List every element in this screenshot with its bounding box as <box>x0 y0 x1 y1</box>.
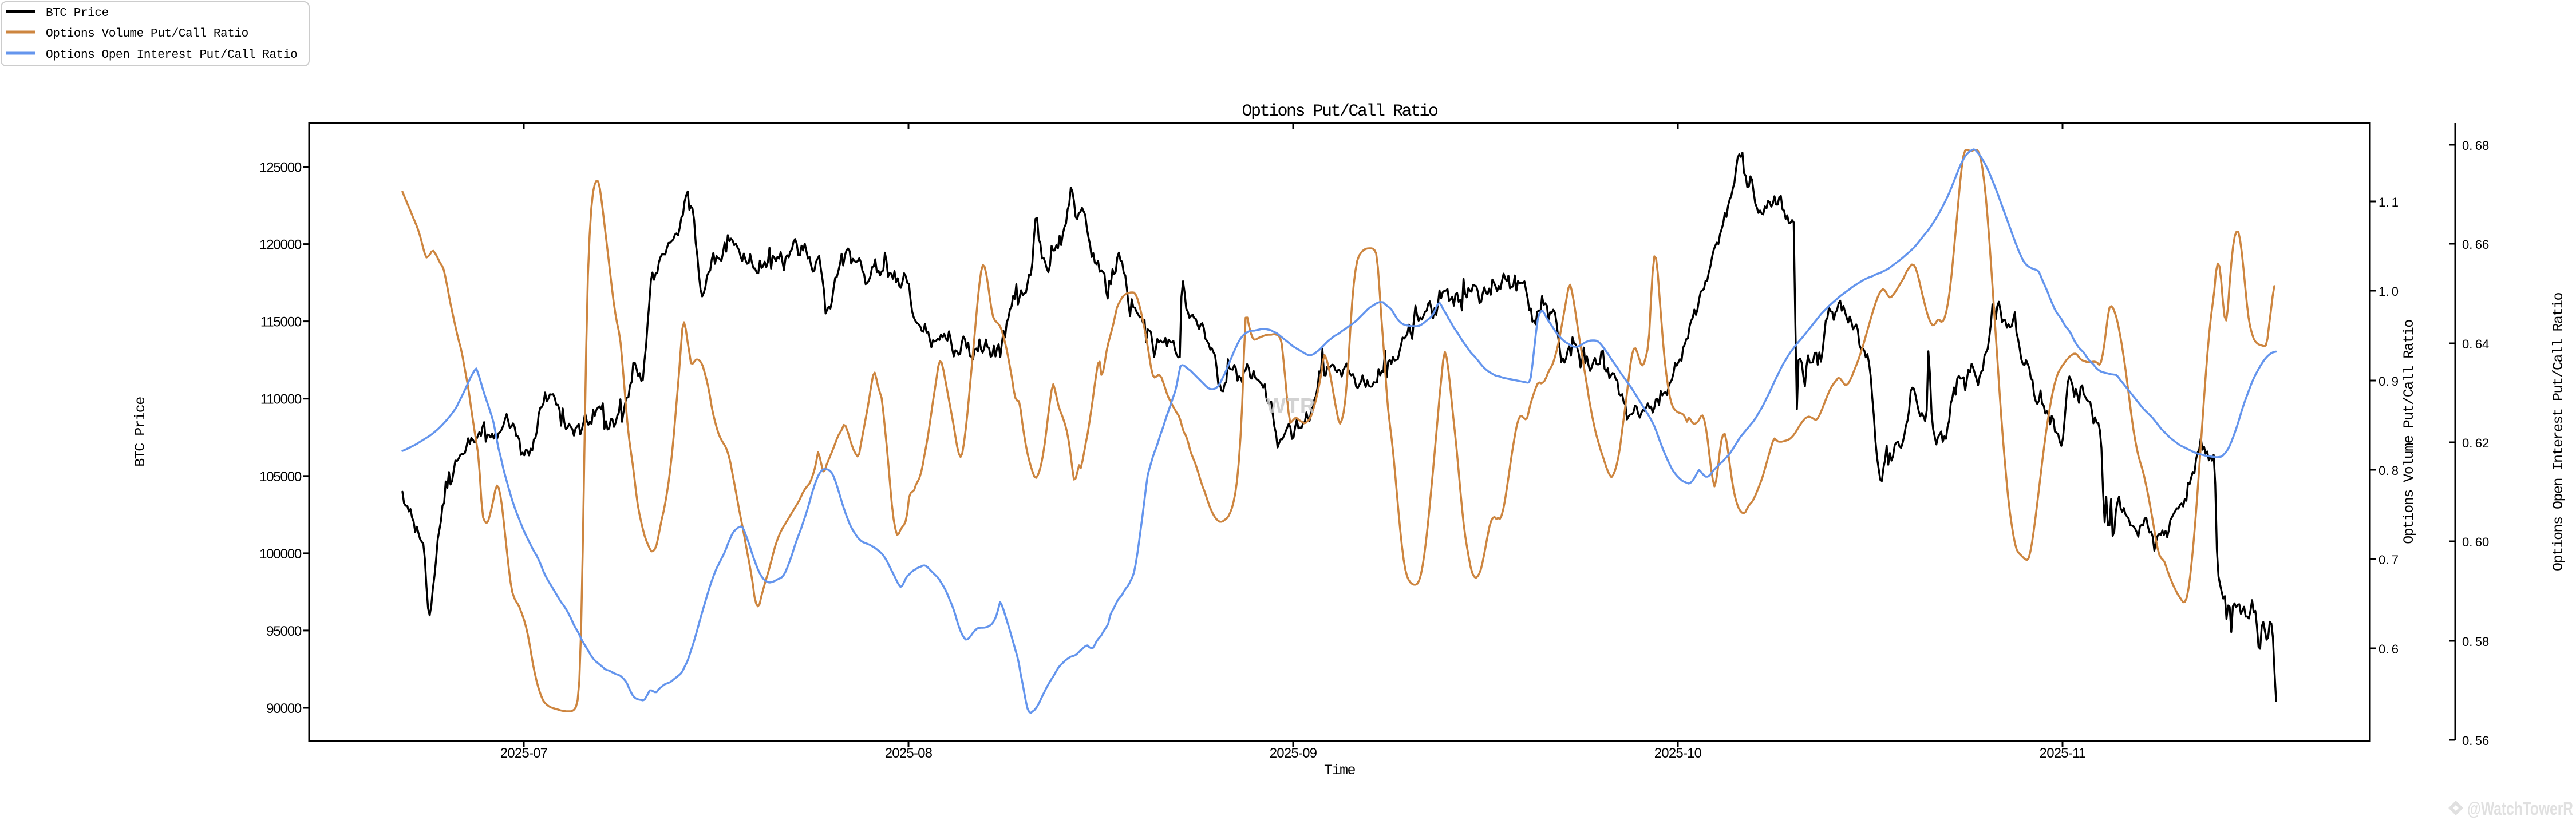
svg-text:0. 60: 0. 60 <box>2462 535 2489 549</box>
svg-text:105000: 105000 <box>259 469 302 485</box>
svg-text:0. 9: 0. 9 <box>2379 374 2399 389</box>
svg-text:0. 6: 0. 6 <box>2379 642 2399 656</box>
svg-text:1. 0: 1. 0 <box>2379 284 2399 299</box>
svg-text:Options Volume Put/Call Ratio: Options Volume Put/Call Ratio <box>46 27 248 41</box>
svg-text:0. 56: 0. 56 <box>2462 734 2489 748</box>
svg-text:Options Volume Put/Call Ratio: Options Volume Put/Call Ratio <box>2401 320 2417 544</box>
svg-text:0. 8: 0. 8 <box>2379 464 2399 478</box>
svg-text:0. 62: 0. 62 <box>2462 436 2489 450</box>
svg-text:2025-08: 2025-08 <box>885 746 933 761</box>
svg-text:Options Put/Call Ratio: Options Put/Call Ratio <box>1242 102 1438 121</box>
svg-text:115000: 115000 <box>260 315 302 330</box>
svg-text:Time: Time <box>1324 762 1356 779</box>
svg-text:0. 58: 0. 58 <box>2462 635 2489 649</box>
svg-text:2025-11: 2025-11 <box>2040 746 2086 761</box>
svg-text:95000: 95000 <box>266 624 302 639</box>
svg-text:2025-07: 2025-07 <box>500 746 548 761</box>
svg-text:0. 68: 0. 68 <box>2462 138 2489 153</box>
svg-text:@WatchTowerR: @WatchTowerR <box>2467 798 2573 819</box>
svg-text:0. 64: 0. 64 <box>2462 337 2489 351</box>
svg-text:0. 66: 0. 66 <box>2462 237 2489 252</box>
svg-text:2025-10: 2025-10 <box>1654 746 1702 761</box>
svg-text:120000: 120000 <box>259 237 302 253</box>
svg-text:125000: 125000 <box>259 160 302 176</box>
svg-text:Options Open Interest Put/Call: Options Open Interest Put/Call Ratio <box>46 49 297 62</box>
svg-text:Options Open Interest Put/Call: Options Open Interest Put/Call Ratio <box>2550 292 2567 571</box>
svg-text:BTC Price: BTC Price <box>46 7 109 20</box>
svg-text:2025-09: 2025-09 <box>1270 746 1317 761</box>
svg-text:90000: 90000 <box>266 701 302 716</box>
svg-text:1. 1: 1. 1 <box>2379 195 2399 209</box>
svg-text:100000: 100000 <box>259 546 302 562</box>
svg-text:BTC Price: BTC Price <box>132 397 149 467</box>
svg-text:WTR: WTR <box>1266 394 1315 417</box>
svg-text:110000: 110000 <box>260 392 302 407</box>
svg-text:0. 7: 0. 7 <box>2379 553 2399 567</box>
